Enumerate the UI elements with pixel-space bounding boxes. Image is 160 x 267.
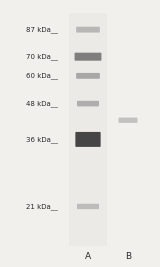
FancyBboxPatch shape <box>77 204 99 209</box>
Text: A: A <box>85 252 91 261</box>
Text: 36 kDa__: 36 kDa__ <box>26 136 58 143</box>
FancyBboxPatch shape <box>119 117 137 123</box>
FancyBboxPatch shape <box>75 53 101 61</box>
FancyBboxPatch shape <box>76 27 100 33</box>
Text: 87 kDa__: 87 kDa__ <box>26 26 58 33</box>
FancyBboxPatch shape <box>76 73 100 79</box>
Text: B: B <box>125 252 131 261</box>
Text: 70 kDa__: 70 kDa__ <box>26 53 58 60</box>
Text: 21 kDa__: 21 kDa__ <box>26 203 58 210</box>
FancyBboxPatch shape <box>75 132 101 147</box>
Text: 48 kDa__: 48 kDa__ <box>26 100 58 107</box>
Bar <box>69 13 107 246</box>
FancyBboxPatch shape <box>77 101 99 107</box>
Text: 60 kDa__: 60 kDa__ <box>26 72 58 79</box>
